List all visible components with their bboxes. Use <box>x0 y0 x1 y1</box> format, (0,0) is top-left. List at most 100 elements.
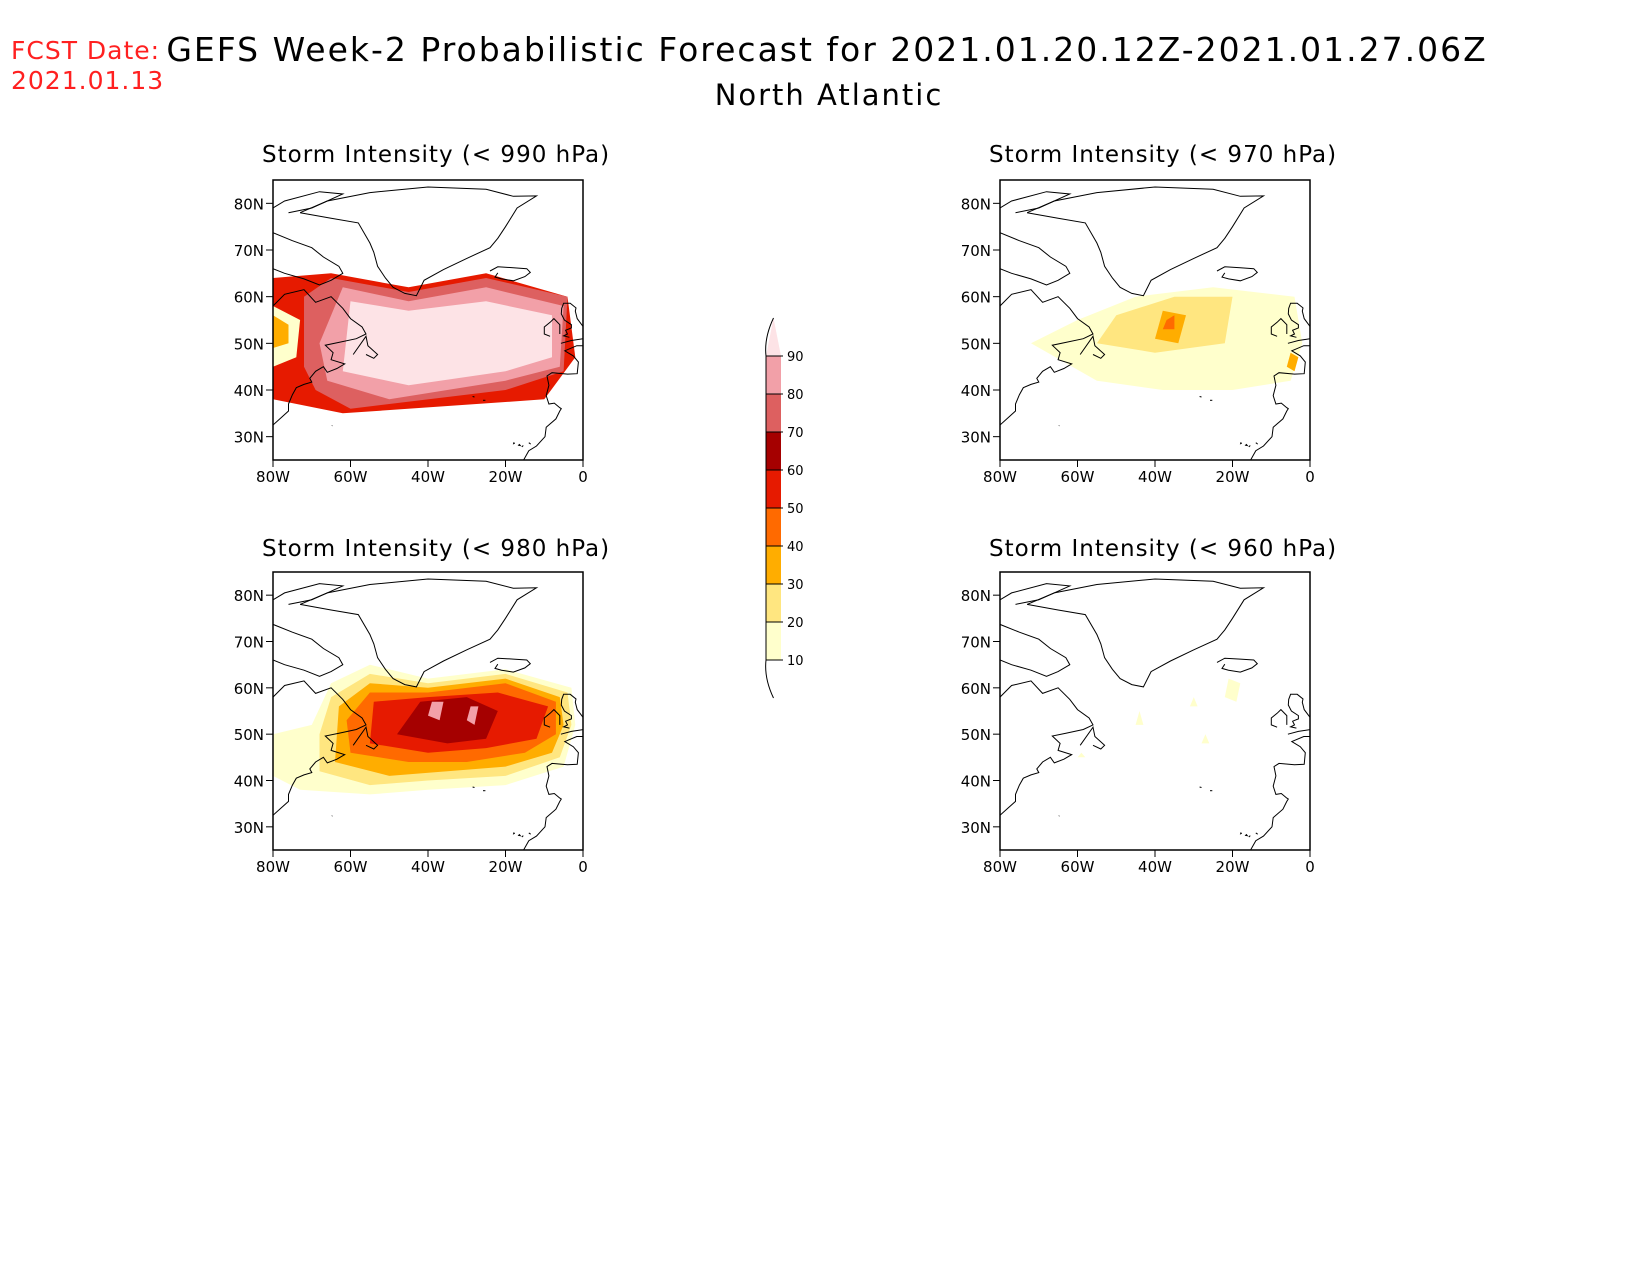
probability-region <box>1077 752 1086 758</box>
coastline <box>1000 680 1094 816</box>
coastline <box>352 725 379 750</box>
lat-tick-label: 50N <box>234 726 264 744</box>
lat-tick-label: 60N <box>234 289 264 307</box>
lat-tick-label: 30N <box>234 819 264 837</box>
forecast-date: FCST Date: 2021.01.13 <box>11 36 164 96</box>
coastline <box>273 232 344 286</box>
colorbar-bin <box>766 470 781 508</box>
lon-tick-label: 20W <box>1216 468 1250 486</box>
coastline <box>1000 232 1071 286</box>
probability-region <box>1201 734 1210 744</box>
lon-tick-label: 40W <box>1138 468 1172 486</box>
coastline <box>1199 396 1202 398</box>
colorbar-bin <box>766 622 781 660</box>
map-panel-2: 80N 70N 60N 50N 40N 30N 80W 60W 40W 20W 0 <box>234 571 588 876</box>
lat-tick-label: 40N <box>234 382 264 400</box>
colorbar: 10 20 30 40 50 60 70 80 90 <box>765 317 804 699</box>
lat-tick-label: 30N <box>961 429 991 447</box>
colorbar-label: 80 <box>787 388 804 403</box>
lat-tick-label: 70N <box>234 242 264 260</box>
coastlines <box>1000 186 1310 460</box>
forecast-date-label: FCST Date: <box>11 36 161 65</box>
lat-tick-label: 50N <box>961 335 991 353</box>
coastline <box>1239 832 1242 835</box>
coastline <box>1270 317 1288 337</box>
lon-tick-label: 0 <box>578 468 588 486</box>
colorbar-label: 40 <box>787 540 804 555</box>
probability-region <box>1189 697 1198 707</box>
lat-tick-label: 80N <box>234 587 264 605</box>
lon-tick-label: 20W <box>489 858 523 876</box>
coastline <box>273 289 367 426</box>
colorbar-label: 70 <box>787 426 804 441</box>
lon-tick-label: 20W <box>1216 858 1250 876</box>
coastline <box>523 345 583 460</box>
coastline <box>1248 445 1251 448</box>
lat-tick-label: 70N <box>234 634 264 652</box>
colorbar-label: 60 <box>787 464 804 479</box>
coastline <box>1239 442 1242 445</box>
map-panel-3: 80N 70N 60N 50N 40N 30N 80W 60W 40W 20W 0 <box>961 571 1315 876</box>
coastline <box>560 302 583 344</box>
coastlines <box>273 186 583 460</box>
coastline <box>1000 289 1094 426</box>
coastlines <box>1000 578 1310 850</box>
lon-tick-label: 0 <box>1305 468 1315 486</box>
map-frame <box>999 571 1311 851</box>
lon-tick-label: 80W <box>256 858 290 876</box>
coastline <box>521 445 524 448</box>
probability-region <box>1224 678 1241 702</box>
probability-shading <box>273 273 576 414</box>
lat-tick-label: 50N <box>234 335 264 353</box>
colorbar-top-extension <box>766 318 781 356</box>
coastline <box>1026 186 1266 297</box>
lon-tick-label: 20W <box>489 468 523 486</box>
coastline <box>560 693 583 735</box>
coastline <box>517 833 522 837</box>
colorbar-label: 90 <box>787 350 804 365</box>
lat-tick-label: 30N <box>961 819 991 837</box>
region-subtitle: North Atlantic <box>714 78 944 112</box>
coastline <box>1199 786 1202 788</box>
coastline <box>517 443 522 447</box>
coastline <box>543 708 561 728</box>
coastline <box>1079 725 1106 750</box>
coastline <box>1250 345 1310 460</box>
coastline <box>1255 442 1258 445</box>
page-title: GEFS Week-2 Probabilistic Forecast for 2… <box>166 30 1488 69</box>
coastline <box>512 832 515 835</box>
lon-tick-label: 80W <box>983 468 1017 486</box>
lat-tick-label: 70N <box>961 634 991 652</box>
coastline <box>299 186 539 297</box>
coastline <box>1216 657 1259 673</box>
coastline <box>489 266 532 282</box>
coastline <box>273 680 367 816</box>
coastline <box>472 396 475 398</box>
lon-tick-label: 40W <box>411 858 445 876</box>
lat-tick-label: 60N <box>234 680 264 698</box>
lon-tick-label: 60W <box>334 858 368 876</box>
coastline <box>1026 578 1266 688</box>
lat-tick-label: 60N <box>961 289 991 307</box>
lon-tick-label: 60W <box>1061 468 1095 486</box>
coastline <box>1000 583 1072 605</box>
colorbar-label: 20 <box>787 616 804 631</box>
colorbar-bin <box>766 356 781 394</box>
coastline <box>1287 693 1310 735</box>
map-panel-1: 80N 70N 60N 50N 40N 30N 80W 60W 40W 20W 0 <box>961 179 1315 486</box>
coastline <box>273 623 344 677</box>
colorbar-bin <box>766 508 781 546</box>
coastline <box>1250 736 1310 850</box>
panel-title-970: Storm Intensity (< 970 hPa) <box>989 142 1338 168</box>
lat-tick-label: 40N <box>961 382 991 400</box>
coastline <box>352 335 379 359</box>
coastline <box>543 317 561 337</box>
probability-shading <box>1031 287 1303 390</box>
coastline <box>1248 835 1251 838</box>
coastline <box>528 442 531 445</box>
colorbar-label: 10 <box>787 654 804 669</box>
probability-shading <box>1077 678 1241 758</box>
panel-title-990: Storm Intensity (< 990 hPa) <box>262 142 611 168</box>
colorbar-bin <box>766 584 781 622</box>
